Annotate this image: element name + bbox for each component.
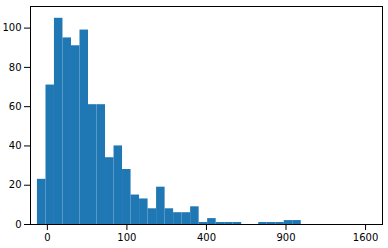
svg-text:40: 40 — [9, 140, 22, 151]
svg-text:80: 80 — [9, 62, 22, 73]
svg-text:60: 60 — [9, 101, 22, 112]
svg-text:0: 0 — [44, 232, 50, 243]
svg-text:400: 400 — [197, 232, 216, 243]
svg-text:0: 0 — [15, 219, 21, 230]
svg-text:100: 100 — [117, 232, 136, 243]
svg-text:20: 20 — [9, 179, 22, 190]
svg-text:900: 900 — [276, 232, 295, 243]
svg-text:1600: 1600 — [353, 232, 378, 243]
svg-text:100: 100 — [2, 22, 21, 33]
